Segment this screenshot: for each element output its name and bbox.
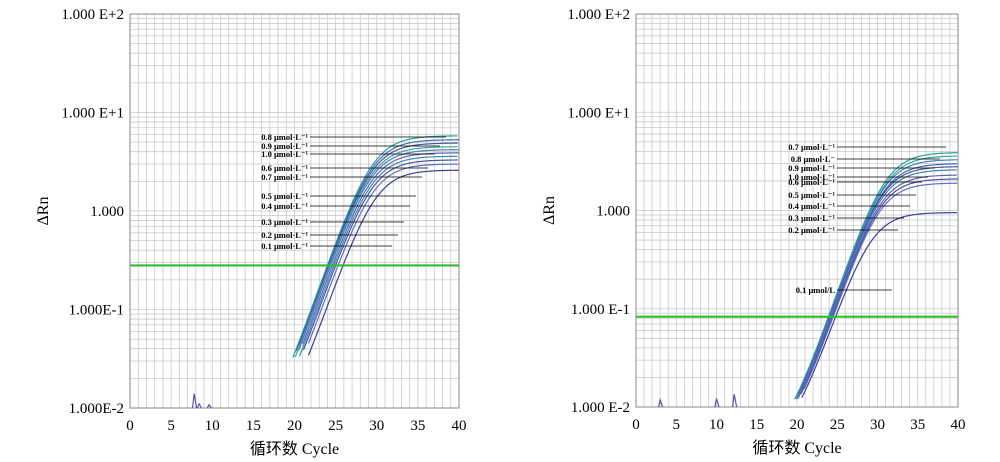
x-tick-label: 5 bbox=[167, 418, 175, 434]
x-tick-label: 10 bbox=[205, 418, 220, 434]
plot-frame bbox=[129, 13, 460, 409]
y-tick-label: 1.000 E+1 bbox=[61, 106, 124, 122]
series-label: 0.7 μmol·L⁻¹ bbox=[788, 142, 835, 152]
y-tick-label: 1.000 E+2 bbox=[567, 7, 630, 23]
y-axis-title: ΔRn bbox=[35, 197, 52, 226]
series-label: 0.3 μmol·L⁻¹ bbox=[261, 217, 308, 227]
x-tick-label: 15 bbox=[246, 418, 261, 434]
y-tick-label: 1.000E-1 bbox=[69, 303, 124, 319]
series-line bbox=[307, 169, 459, 356]
y-axis-title: ΔRn bbox=[541, 196, 558, 225]
series-line bbox=[294, 146, 458, 358]
series-label: 0.9 μmol·L⁻¹ bbox=[788, 163, 835, 173]
series-curves bbox=[292, 135, 460, 358]
y-tick-label: 1.000 E+1 bbox=[567, 105, 630, 121]
series-line bbox=[292, 135, 458, 358]
x-tick-label: 10 bbox=[709, 417, 724, 433]
x-tick-label: 0 bbox=[632, 417, 640, 433]
series-line bbox=[298, 155, 458, 357]
series-label: 0.8 μmol·L⁻ bbox=[791, 154, 835, 164]
series-line bbox=[298, 142, 458, 345]
y-tick-label: 1.000 bbox=[90, 204, 124, 220]
baseline-noise bbox=[191, 393, 212, 409]
series-label: 0.2 μmol·L⁻¹ bbox=[788, 225, 835, 235]
x-tick-label: 30 bbox=[369, 418, 384, 434]
series-line bbox=[307, 163, 459, 344]
series-line bbox=[801, 169, 957, 390]
x-tick-label: 20 bbox=[287, 418, 302, 434]
series-line bbox=[295, 139, 459, 352]
series-line bbox=[801, 212, 957, 398]
x-tick-label: 30 bbox=[870, 417, 885, 433]
x-axis-title: 循环数 Cycle bbox=[752, 439, 841, 457]
series-labels: 0.7 μmol·L⁻¹ 0.8 μmol·L⁻0.9 μmol·L⁻¹1.0 μ… bbox=[788, 142, 946, 295]
x-tick-label: 35 bbox=[910, 417, 925, 433]
x-tick-label: 25 bbox=[328, 418, 343, 434]
chart-left-panel: 1.000 E+21.000 E+11.0001.000E-11.000E-20… bbox=[35, 7, 467, 458]
series-line bbox=[794, 152, 958, 400]
series-label: 0.8 μmol·L⁻¹ bbox=[261, 132, 308, 142]
noise-spike bbox=[206, 403, 212, 409]
series-label: 0.5 μmol·L⁻¹ bbox=[788, 190, 835, 200]
noise-spike bbox=[732, 394, 738, 408]
x-tick-label: 0 bbox=[126, 418, 134, 434]
series-label: 0.9 μmol·L⁻¹ bbox=[261, 141, 308, 151]
y-tick-label: 1.000 E-1 bbox=[571, 302, 630, 318]
x-tick-label: 35 bbox=[410, 418, 425, 434]
series-line bbox=[803, 182, 958, 390]
series-line bbox=[799, 159, 958, 390]
series-label: 0.4 μmol·L⁻¹ bbox=[261, 201, 308, 211]
series-label: 0.1 μmol/L bbox=[796, 285, 836, 295]
series-label: 0.3 μmol·L⁻¹ bbox=[788, 213, 835, 223]
y-tick-label: 1.000 E-2 bbox=[571, 400, 630, 416]
series-label: 0.1 μmol·L⁻¹ bbox=[261, 241, 308, 251]
series-line bbox=[302, 152, 460, 345]
x-tick-label: 20 bbox=[790, 417, 805, 433]
series-label: 0.6 μmol·L⁻¹ bbox=[261, 163, 308, 173]
noise-spike bbox=[657, 397, 664, 408]
series-line bbox=[298, 149, 460, 351]
series-label: 1.0 μmol·L⁻¹ bbox=[261, 149, 308, 159]
noise-spike bbox=[191, 393, 198, 409]
y-tick-label: 1.000 bbox=[596, 204, 630, 220]
series-labels: 0.8 μmol·L⁻¹0.9 μmol·L⁻¹1.0 μmol·L⁻¹ 0.6 … bbox=[261, 132, 446, 251]
x-tick-label: 25 bbox=[830, 417, 845, 433]
series-label: 1.0 μmol·L⁻¹ bbox=[788, 172, 835, 182]
noise-spike bbox=[714, 398, 720, 408]
x-tick-label: 40 bbox=[452, 418, 467, 434]
x-axis-title: 循环数 Cycle bbox=[250, 440, 339, 458]
series-line bbox=[800, 178, 959, 395]
series-line bbox=[302, 159, 458, 351]
series-label: 0.4 μmol·L⁻¹ bbox=[788, 201, 835, 211]
chart-right-panel: 1.000 E+2 1.000 E+1 1.000 1.000 E-1 1.000 E-… bbox=[541, 7, 966, 457]
grid bbox=[635, 14, 959, 408]
series-label: 0.5 μmol·L⁻¹ bbox=[261, 191, 308, 201]
x-tick-label: 15 bbox=[749, 417, 764, 433]
series-label: 0.7 μmol·L⁻¹ bbox=[261, 172, 308, 182]
grid bbox=[129, 14, 460, 409]
x-tick-label: 40 bbox=[951, 417, 966, 433]
y-tick-label: 1.000E-2 bbox=[69, 401, 124, 417]
x-tick-label: 5 bbox=[673, 417, 681, 433]
y-tick-label: 1.000 E+2 bbox=[61, 7, 124, 23]
noise-spike bbox=[196, 402, 203, 409]
series-label: 0.2 μmol·L⁻¹ bbox=[261, 230, 308, 240]
series-line bbox=[797, 174, 957, 400]
series-label: 0.6 μmol·L⁻¹ bbox=[788, 177, 835, 187]
baseline-noise bbox=[657, 394, 738, 408]
plot-frame bbox=[635, 13, 959, 408]
